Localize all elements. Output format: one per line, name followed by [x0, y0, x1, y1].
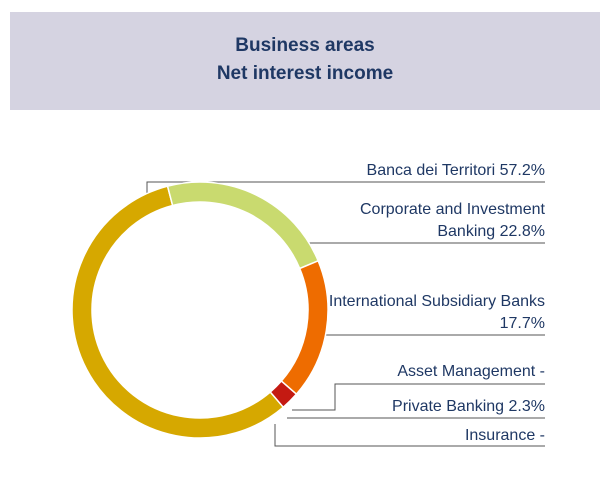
legend-label: Private Banking 2.3% — [313, 396, 545, 418]
legend-label: Asset Management - — [313, 361, 545, 383]
legend-label: Banca dei Territori 57.2% — [313, 160, 545, 182]
value-label: 22.8% — [499, 223, 545, 240]
legend-label: Corporate and Investment Banking 22.8% — [313, 199, 545, 243]
category-label: Private Banking — [392, 398, 505, 415]
value-label: 2.3% — [508, 398, 545, 415]
donut-segment — [269, 379, 298, 409]
legend-label: International Subsidiary Banks 17.7% — [313, 291, 545, 335]
legend-label: Insurance - — [313, 425, 545, 447]
category-label: Corporate and Investment Banking — [360, 201, 545, 240]
category-label: Insurance — [464, 427, 536, 444]
header: Business areas Net interest income — [10, 12, 600, 110]
leader-line — [292, 383, 545, 411]
donut-segment — [71, 185, 285, 439]
donut-segment — [166, 181, 320, 270]
chart-title: Business areas — [235, 35, 375, 56]
value-label: 17.7% — [499, 315, 545, 332]
value-label: 57.2% — [499, 162, 545, 179]
leader-line — [274, 424, 545, 447]
value-label: - — [539, 363, 545, 380]
value-label: - — [539, 427, 545, 444]
chart-subtitle: Net interest income — [216, 63, 394, 84]
category-label: International Subsidiary Banks — [328, 293, 545, 310]
category-label: Banca dei Territori — [366, 162, 496, 179]
category-label: Asset Management — [397, 363, 536, 380]
